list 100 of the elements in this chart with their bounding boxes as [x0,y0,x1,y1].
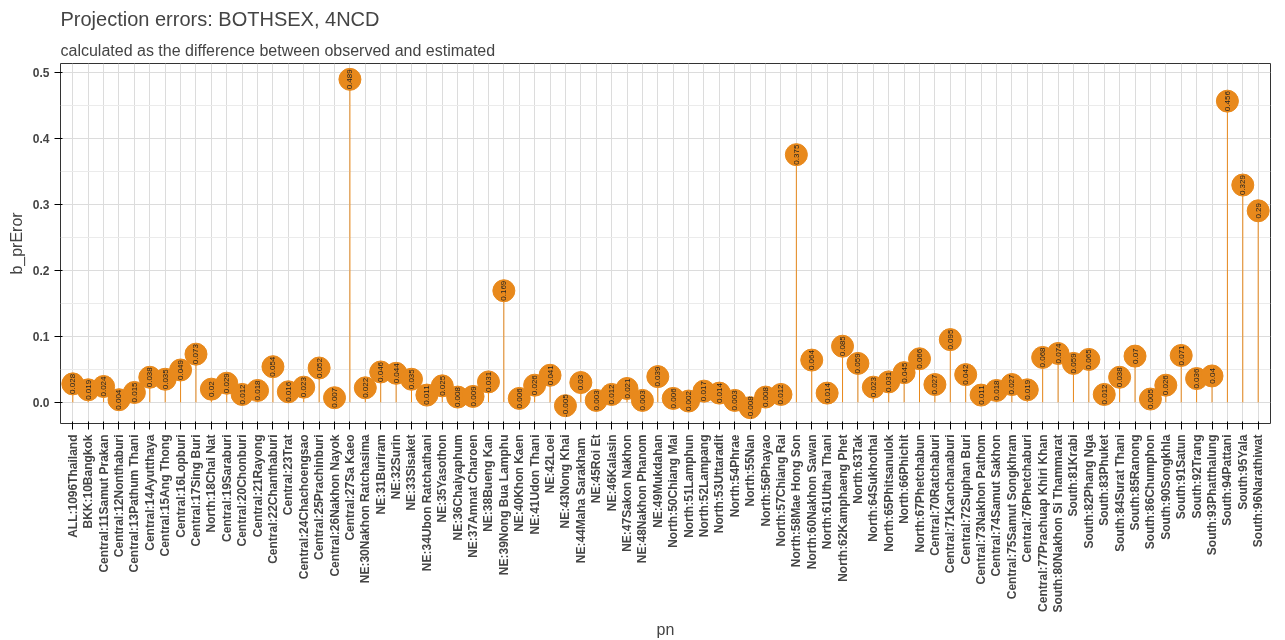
y-tick-label: 0.5 [32,65,50,80]
data-label: 0.016 [283,381,293,402]
data-label: 0.025 [437,375,447,396]
y-tick-label: 0.1 [32,329,50,344]
data-label: 0.027 [930,373,940,395]
x-tick-label: Central:11Samut Prakan [96,434,111,573]
data-label: 0.04 [1207,367,1217,384]
data-label: 0.023 [868,376,878,398]
data-label: 0.065 [1084,348,1094,370]
data-label: 0.035 [160,368,170,390]
x-tick-label: Central:15Ang Thong [158,434,173,557]
x-tick-label: Central:70Ratchaburi [927,434,942,556]
data-label: 0.015 [129,381,139,403]
x-tick-label: NE:46Kalasin [604,434,619,512]
x-tick-label: Central:22Chanthaburi [265,434,280,564]
data-label: 0.074 [1053,342,1063,364]
data-label: 0.044 [391,362,401,384]
x-tick-label: Central:25Prachinburi [312,434,327,560]
data-label: 0.003 [637,389,647,411]
x-tick-label: Central:16Lopburi [173,434,188,538]
x-tick-label: Central:24Chachoengsao [296,434,311,580]
x-tick-label: South:83Phuket [1097,434,1112,526]
data-label: 0.068 [1038,346,1048,368]
data-label: -0.008 [745,395,755,419]
x-tick-label: North:54Phrae [727,434,742,518]
x-tick-label: South:90Songkhla [1158,434,1173,540]
x-tick-label: NE:30Nakhon Ratchasima [358,434,373,584]
data-label: 0.003 [730,389,740,411]
data-label: 0.059 [853,352,863,374]
x-tick-label: North:61Uthai Thani [820,434,835,550]
data-label: 0.028 [68,373,78,394]
y-tick-label: 0.0 [32,395,50,410]
data-label: 0.29 [1253,202,1263,219]
data-label: 0.011 [422,384,432,405]
data-label: 0.031 [483,371,493,392]
x-tick-label: Central:14Ayutthaya [142,434,157,551]
data-label: 0.038 [1115,366,1125,388]
data-label: 0.073 [191,343,201,365]
data-label: 0.489 [345,68,355,90]
data-label: 0.024 [99,375,109,397]
x-tick-label: South:84Surat Thani [1112,434,1127,552]
x-tick-label: North:64Sukhothai [866,434,881,542]
x-tick-label: NE:32Surin [389,434,404,500]
data-label: 0.026 [530,374,540,396]
x-tick-label: Central:27Sa Kaeo [342,434,357,541]
x-tick-label: NE:37Amnat Charoen [466,434,481,558]
x-tick-label: Central:72Suphan Buri [958,434,973,565]
x-tick-label: North:66Phichit [897,434,912,524]
x-tick-label: Central:74Samut Sakhon [989,434,1004,577]
x-tick-label: South:81Krabi [1066,434,1081,517]
x-tick-label: North:50Chiang Mai [666,434,681,548]
x-tick-label: Central:75Samut Songkhram [1004,434,1019,600]
data-label: 0.169 [499,280,509,301]
x-tick-label: NE:45Roi Et [589,434,604,504]
x-tick-label: North:60Nakhon Sawan [804,434,819,570]
x-tick-label: Central:73Nakhon Pathom [974,434,989,585]
data-label: 0.02 [206,380,216,397]
data-label: 0.018 [991,379,1001,401]
data-label: 0.019 [83,379,93,400]
x-tick-label: Central:17Sing Buri [188,434,203,547]
data-label: 0.045 [899,362,909,383]
data-label: 0.005 [1145,388,1155,410]
data-label: 0.023 [299,376,309,398]
x-tick-label: South:86Chumphon [1143,434,1158,550]
data-label: 0.018 [253,379,263,401]
data-label: 0.017 [699,380,709,402]
data-label: 0.066 [915,348,925,369]
x-tick-label: Central:26Nakhon Nayok [327,434,342,577]
data-label: 0.029 [222,372,232,394]
x-tick-label: South:80Nakhon Si Thammarat [1051,434,1066,613]
data-label: 0.035 [406,368,416,390]
data-label: 0.042 [961,364,971,385]
data-label: 0.456 [1222,90,1232,112]
data-label: 0.003 [591,389,601,411]
x-tick-label: North:57Chiang Rai [773,434,788,547]
x-tick-label: NE:44Maha Sarakham [573,437,588,564]
x-tick-label: BKK:10Bangkok [81,434,96,529]
data-label: 0.012 [607,383,617,405]
data-label: 0.007 [330,387,340,408]
x-tick-label: NE:36Chaiyaphum [450,434,465,541]
x-tick-label: North:53Uttaradit [712,434,727,534]
x-tick-label: Central:21Rayong [250,434,265,538]
data-label: 0.038 [145,366,155,388]
data-label: 0.012 [237,383,247,405]
x-tick-label: NE:33Sisaket [404,434,419,511]
data-label: 0.019 [1022,379,1032,400]
x-tick-label: Central:20Chonburi [235,434,250,547]
x-tick-label: ALL:1096Thailand [65,434,80,538]
x-tick-label: South:92Trang [1189,434,1204,519]
data-label: 0.052 [314,357,324,379]
x-tick-label: South:94Pattani [1220,434,1235,526]
y-tick-label: 0.4 [32,131,50,146]
data-label: 0.036 [1192,368,1202,389]
data-label: 0.07 [1130,347,1140,364]
x-tick-label: South:95Yala [1235,434,1250,510]
x-tick-label: Central:19Saraburi [219,434,234,542]
data-label: 0.095 [945,329,955,350]
x-tick-label: South:96Narathiwat [1251,434,1266,548]
x-tick-label: North:52Lampang [696,434,711,538]
x-tick-label: NE:43Nong Khai [558,434,573,529]
